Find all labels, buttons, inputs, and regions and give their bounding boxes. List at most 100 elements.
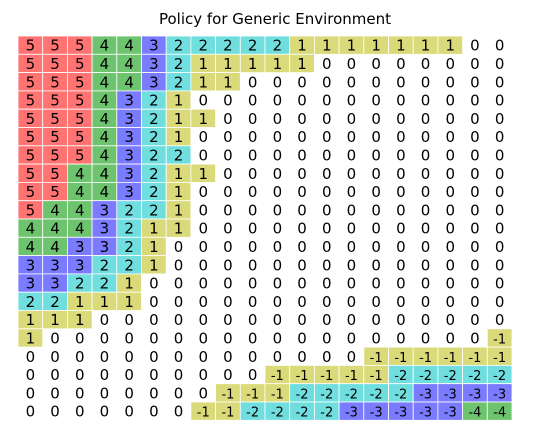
cell-value-label: 1 (273, 55, 283, 73)
cell-value-label: 0 (445, 329, 455, 347)
cell-value-label: 0 (273, 220, 283, 238)
cell-value-label: 0 (445, 275, 455, 293)
cell-value-label: 0 (470, 220, 480, 238)
cell-value-label: 5 (50, 128, 60, 146)
cell-value-label: 3 (124, 183, 134, 201)
cell-value-label: 0 (223, 348, 233, 366)
cell-value-label: 0 (248, 220, 258, 238)
cell-value-label: 0 (322, 110, 332, 128)
cell-value-label: 0 (495, 275, 505, 293)
cell-value-label: 2 (149, 183, 159, 201)
cell-value-label: 4 (124, 73, 134, 91)
cell-value-label: 0 (445, 183, 455, 201)
heatmap-cell (190, 108, 216, 128)
cell-value-label: 2 (26, 293, 36, 311)
cell-value-label: 2 (100, 275, 110, 293)
cell-value-label: 0 (495, 146, 505, 164)
cell-value-label: 4 (100, 165, 110, 183)
cell-value-label: -2 (419, 369, 432, 384)
cell-value-label: 0 (26, 403, 36, 421)
cell-value-label: 0 (421, 201, 431, 219)
cell-value-label: 0 (347, 256, 357, 274)
cell-value-label: 0 (470, 275, 480, 293)
cell-value-label: 0 (174, 238, 184, 256)
cell-value-label: 0 (322, 92, 332, 110)
cell-value-label: 0 (198, 238, 208, 256)
cell-value-label: 1 (149, 256, 159, 274)
cell-value-label: 0 (198, 128, 208, 146)
cell-value-label: 0 (371, 128, 381, 146)
cell-value-label: 5 (26, 73, 36, 91)
cell-value-label: 0 (396, 275, 406, 293)
cell-value-label: -1 (320, 369, 333, 384)
cell-value-label: 0 (75, 348, 85, 366)
cell-value-label: 0 (297, 128, 307, 146)
cell-value-label: -2 (370, 387, 383, 402)
cell-value-label: 0 (297, 92, 307, 110)
cell-value-label: 0 (421, 220, 431, 238)
cell-value-label: 0 (297, 146, 307, 164)
cell-value-label: 1 (198, 73, 208, 91)
cell-value-label: 1 (371, 37, 381, 55)
cell-value-label: 0 (124, 311, 134, 329)
cell-value-label: 0 (445, 293, 455, 311)
cell-value-label: 4 (100, 92, 110, 110)
cell-value-label: 0 (470, 110, 480, 128)
cell-value-label: 0 (396, 183, 406, 201)
cell-value-label: 0 (396, 311, 406, 329)
cell-value-label: 0 (470, 146, 480, 164)
cell-value-label: 0 (421, 73, 431, 91)
cell-value-label: 0 (322, 256, 332, 274)
cell-value-label: 0 (322, 55, 332, 73)
cell-value-label: 0 (322, 293, 332, 311)
cell-value-label: -2 (271, 406, 284, 421)
cell-value-label: 0 (248, 238, 258, 256)
cell-value-label: 0 (445, 256, 455, 274)
cell-value-label: 4 (100, 146, 110, 164)
cell-value-label: 0 (371, 220, 381, 238)
cell-value-label: 4 (75, 165, 85, 183)
cell-value-label: 0 (495, 293, 505, 311)
cell-value-label: 0 (297, 311, 307, 329)
cell-value-label: 0 (371, 293, 381, 311)
cell-value-label: 0 (470, 37, 480, 55)
cell-value-label: 0 (495, 128, 505, 146)
cell-value-label: 0 (174, 403, 184, 421)
cell-value-label: 0 (470, 256, 480, 274)
cell-value-label: 0 (347, 275, 357, 293)
cell-value-label: 5 (26, 55, 36, 73)
cell-value-label: 1 (174, 165, 184, 183)
cell-value-label: -3 (394, 406, 407, 421)
cell-value-label: 1 (174, 220, 184, 238)
cell-value-label: 0 (495, 256, 505, 274)
cell-value-label: 1 (223, 55, 233, 73)
cell-value-label: 0 (50, 329, 60, 347)
cell-value-label: 0 (297, 275, 307, 293)
cell-value-label: 5 (50, 146, 60, 164)
cell-value-label: 0 (248, 183, 258, 201)
cell-value-label: 0 (124, 348, 134, 366)
cell-value-label: 0 (223, 220, 233, 238)
cell-value-label: -3 (370, 406, 383, 421)
cell-value-label: 0 (445, 220, 455, 238)
chart-title: Policy for Generic Environment (158, 10, 392, 28)
cell-value-label: 0 (297, 348, 307, 366)
cell-value-label: 0 (421, 275, 431, 293)
cell-value-label: 0 (198, 275, 208, 293)
cell-value-label: 0 (495, 37, 505, 55)
cell-value-label: 0 (421, 311, 431, 329)
heatmap-cell (437, 35, 463, 55)
cell-value-label: 4 (50, 238, 60, 256)
cell-value-label: 1 (149, 220, 159, 238)
cell-value-label: 0 (248, 275, 258, 293)
cell-value-label: 1 (198, 165, 208, 183)
cell-value-label: 3 (50, 256, 60, 274)
cell-value-label: 0 (322, 201, 332, 219)
cell-value-label: 0 (223, 311, 233, 329)
cell-value-label: 0 (223, 165, 233, 183)
cell-value-label: 5 (26, 37, 36, 55)
cell-value-label: 0 (50, 348, 60, 366)
cell-value-label: 0 (396, 92, 406, 110)
cell-value-label: 1 (396, 37, 406, 55)
cell-value-label: 1 (223, 73, 233, 91)
